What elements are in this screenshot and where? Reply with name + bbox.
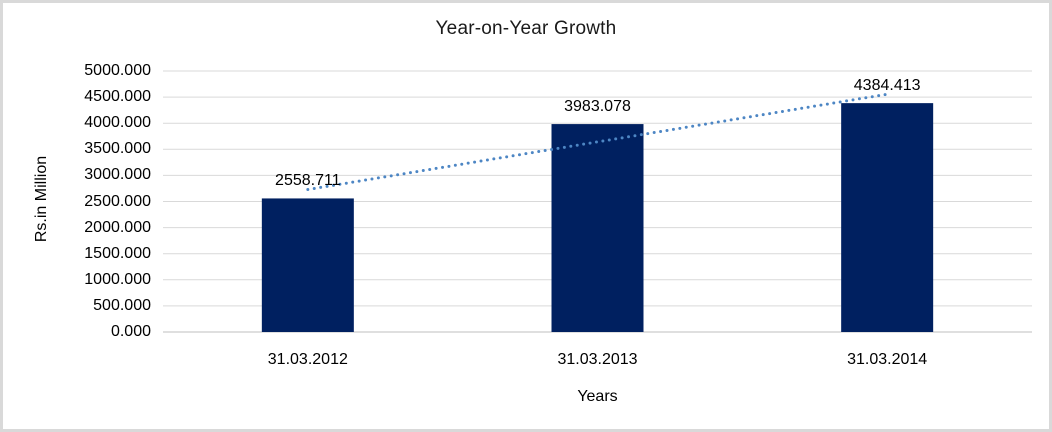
y-axis-tick-label: 500.000 [93,296,151,314]
bar-1 [551,124,644,332]
trendline [306,92,889,192]
y-axis-tick-label: 2000.000 [84,218,151,236]
y-axis-tick-label: 1500.000 [84,244,151,262]
bar-0 [261,198,354,332]
plot-canvas [163,70,1032,333]
x-axis-tick-label: 31.03.2014 [847,351,928,368]
bar-data-label: 3983.078 [564,98,631,116]
y-axis-tick-label: 4500.000 [84,88,151,106]
chart-title: Year-on-Year Growth [435,18,617,39]
y-axis-tick-label: 5000.000 [84,62,151,79]
y-axis-tick-label: 4000.000 [84,114,151,132]
y-axis-tick-label: 0.000 [110,323,151,340]
y-axis-tick-label: 1000.000 [84,270,151,288]
bar-data-label: 4384.413 [853,77,921,95]
bar-data-label: 2558.711 [275,172,341,190]
x-axis-title: Years [577,388,618,405]
y-axis-tick-label: 2500.000 [84,192,151,210]
x-axis-tick-label: 31.03.2012 [267,351,348,368]
bar-2 [841,103,934,333]
y-axis-tick-label: 3500.000 [84,140,151,158]
x-axis-tick-label: 31.03.2013 [557,351,638,368]
y-axis-tick-label: 3000.000 [84,166,151,184]
